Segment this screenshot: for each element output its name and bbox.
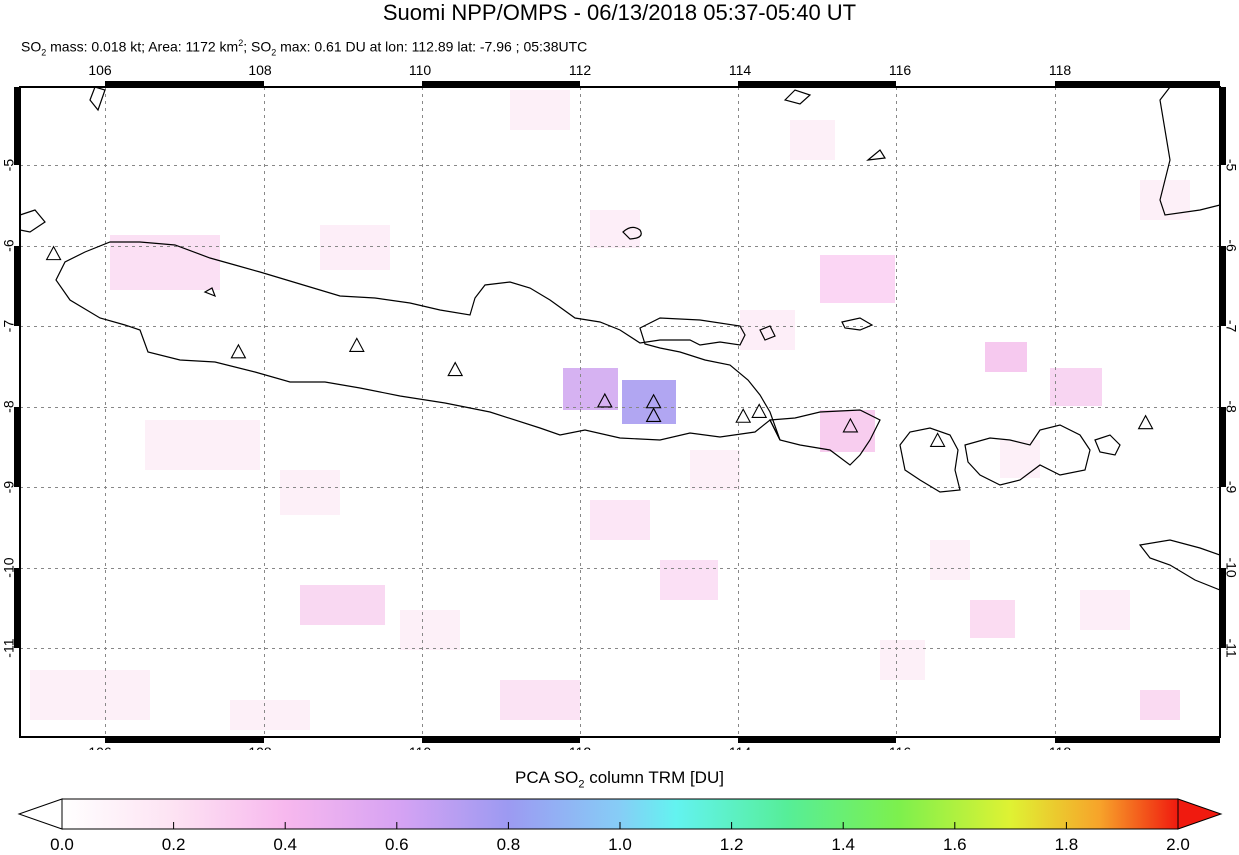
- graticule: [20, 87, 1220, 737]
- colorbar-label: 1.0: [608, 835, 632, 854]
- lat-tick-right--10: -10: [1223, 557, 1239, 577]
- volcano-triangle-icon: [751, 403, 768, 418]
- lon-tick-top-110: 110: [409, 62, 432, 78]
- lat-tick-right--9: -9: [1223, 481, 1239, 494]
- lon-tick-bottom-108: 108: [248, 744, 272, 750]
- lon-tick-bottom-106: 106: [88, 744, 112, 750]
- lat-tick-right--8: -8: [1223, 400, 1239, 413]
- colorbar-label: 1.8: [1054, 835, 1079, 854]
- lat-tick-left--11: -11: [1, 638, 17, 657]
- lon-tick-top-118: 118: [1049, 62, 1072, 78]
- volcano-triangle-icon: [929, 432, 946, 447]
- colorbar-label: 1.2: [719, 835, 744, 854]
- lat-tick-right--11: -11: [1223, 638, 1239, 657]
- lat-tick-left--6: -6: [1, 239, 17, 252]
- lat-tick-left--10: -10: [1, 557, 17, 577]
- volcano-triangle-icon: [348, 337, 365, 352]
- colorbar-label: 0.6: [384, 835, 409, 854]
- lat-tick-right--7: -7: [1223, 320, 1239, 333]
- volcano-markers: [45, 245, 1154, 447]
- so2-map: 106 106 108 108 110 110 112 112 114 114 116 116 118 1…: [1, 62, 1239, 750]
- lon-tick-top-112: 112: [569, 62, 592, 78]
- map-title: Suomi NPP/OMPS - 06/13/2018 05:37-05:40 …: [382, 0, 857, 25]
- lon-tick-top-106: 106: [88, 62, 112, 78]
- lon-tick-bottom-116: 116: [889, 744, 912, 750]
- lat-tick-left--9: -9: [1, 481, 17, 494]
- colorbar-label: 0.0: [50, 835, 74, 854]
- map-frame: [14, 81, 1226, 743]
- lat-tick-left--7: -7: [1, 320, 17, 333]
- colorbar-label: 1.6: [942, 835, 967, 854]
- lon-tick-top-116: 116: [889, 62, 912, 78]
- volcano-triangle-icon: [447, 361, 464, 377]
- volcano-triangle-icon: [842, 417, 859, 433]
- volcano-triangle-icon: [735, 408, 752, 423]
- lon-tick-top-114: 114: [729, 62, 752, 78]
- lat-tick-right--6: -6: [1223, 239, 1239, 252]
- lon-tick-bottom-112: 112: [569, 744, 592, 750]
- colorbar-min-arrow: [17, 798, 63, 830]
- volcano-triangle-icon: [645, 407, 662, 422]
- lat-tick-left--5: -5: [1, 159, 17, 172]
- so2-pixels: [30, 90, 1190, 730]
- lat-tick-left--8: -8: [1, 400, 17, 413]
- colorbar-label: 2.0: [1166, 835, 1190, 854]
- volcano-triangle-icon: [230, 343, 247, 359]
- colorbar-title: PCA SO2 column TRM [DU]: [515, 768, 724, 791]
- lon-tick-top-108: 108: [248, 62, 272, 78]
- colorbar-label: 0.8: [496, 835, 521, 854]
- colorbar-max-arrow: [1177, 798, 1223, 830]
- so2-summary: SO2 mass: 0.018 kt; Area: 1172 km2; SO2 …: [21, 38, 588, 58]
- lon-tick-bottom-118: 118: [1049, 744, 1072, 750]
- colorbar-label: 0.4: [273, 835, 298, 854]
- volcano-triangle-icon: [45, 245, 62, 261]
- lat-tick-right--5: -5: [1223, 159, 1239, 172]
- colorbar-label: 0.2: [161, 835, 186, 854]
- axis-tick-labels: 106 106 108 108 110 110 112 112 114 114 116 116 118 1…: [1, 62, 1239, 750]
- colorbar: [17, 798, 1223, 830]
- volcano-triangle-icon: [1137, 414, 1154, 430]
- volcano-triangle-icon: [596, 392, 613, 408]
- lon-tick-bottom-110: 110: [409, 744, 432, 750]
- lon-tick-bottom-114: 114: [729, 744, 752, 750]
- colorbar-label: 1.4: [831, 835, 856, 854]
